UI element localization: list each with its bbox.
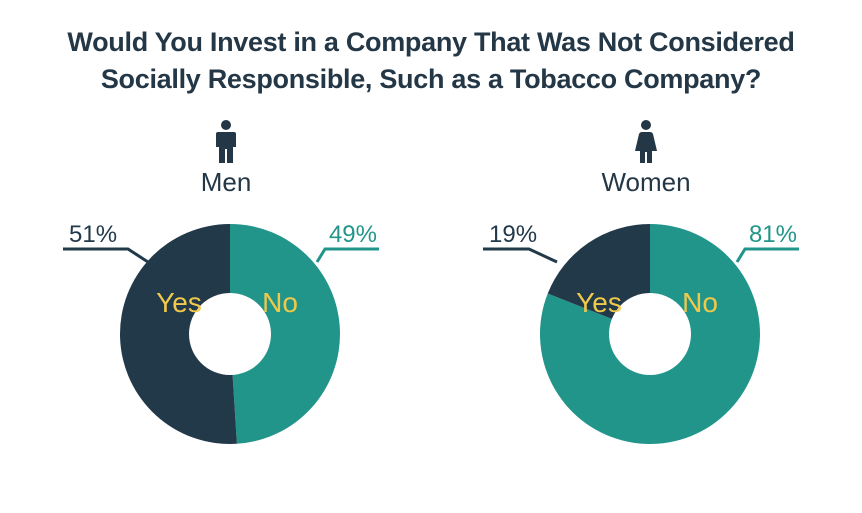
women-no-leader-line <box>735 247 799 263</box>
men-yes-slice <box>119 224 237 444</box>
women-yes-percent: 19% <box>489 221 537 248</box>
men-chart-panel: Men Yes No 51% 49% <box>45 112 405 492</box>
women-donut-chart: Yes No 19% 81% <box>483 221 799 444</box>
men-yes-label: Yes <box>156 287 202 318</box>
men-donut-hole <box>189 293 271 375</box>
men-yes-leader-line <box>63 247 149 264</box>
men-yes-percent: 51% <box>69 221 117 248</box>
chart-title: Would You Invest in a Company That Was N… <box>0 24 862 98</box>
man-icon <box>216 120 236 163</box>
men-donut-chart: Yes No 51% 49% <box>63 221 379 444</box>
women-yes-label: Yes <box>576 287 622 318</box>
men-no-leader-line <box>315 247 379 263</box>
chart-title-line-1: Would You Invest in a Company That Was N… <box>67 27 795 57</box>
women-no-percent: 81% <box>749 221 797 248</box>
woman-icon <box>635 120 657 163</box>
men-no-percent: 49% <box>329 221 377 248</box>
women-yes-leader-line <box>483 247 558 264</box>
women-label: Women <box>601 167 691 197</box>
women-donut-hole <box>609 293 691 375</box>
chart-title-line-2: Socially Responsible, Such as a Tobacco … <box>100 64 762 94</box>
men-no-slice <box>230 224 340 444</box>
women-chart-panel: Women Yes No 19% 81% <box>465 112 825 492</box>
women-no-label: No <box>682 287 718 318</box>
men-label: Men <box>200 167 252 197</box>
men-no-label: No <box>262 287 298 318</box>
